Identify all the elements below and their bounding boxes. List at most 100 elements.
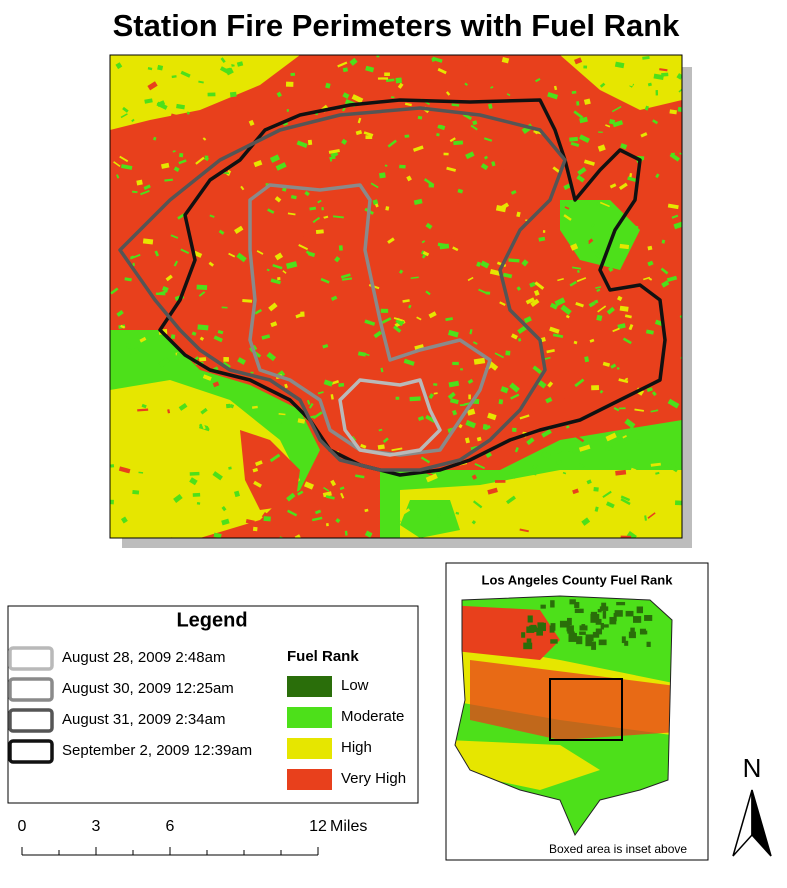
fuel-speckle [423,178,435,187]
fuel-speckle [115,174,120,179]
fuel-speckle [120,113,128,119]
fuel-speckle [307,139,313,146]
fuel-speckle [111,411,123,418]
fuel-speckle [225,61,235,65]
fuel-speckle [298,244,309,251]
fuel-speckle [500,386,509,394]
fuel-speckle [228,252,236,258]
fuel-patch [240,430,300,510]
fuel-speckle [274,196,282,203]
fuel-speckle [443,152,449,156]
fuel-speckle [449,398,459,405]
north-arrow-right [751,789,772,857]
fuel-speckle [164,178,173,182]
fuel-speckle [570,243,579,251]
perimeter-label: September 2, 2009 12:39am [62,742,252,759]
inset-speckle [550,623,556,631]
fuel-speckle [250,371,254,374]
inset-speckle [579,625,588,631]
fuel-speckle [270,278,282,285]
fuel-speckle [131,118,135,123]
perimeter-swatch [8,646,54,671]
inset-speckle [567,625,574,634]
fuel-speckle [482,423,488,430]
fuel-speckle [390,96,395,99]
fuel-speckle [468,394,471,400]
fuel-speckle [495,205,507,213]
fuel-speckle [384,164,388,167]
fuel-speckle [584,356,590,363]
fuel-speckle [647,82,652,87]
fuel-speckle [172,150,176,153]
fuel-speckle [433,383,438,386]
fuel-speckle [567,451,575,457]
fuel-speckle [596,288,601,293]
fuel-speckle [618,378,629,384]
fuel-speckle [286,492,296,502]
fuel-speckle [208,464,219,470]
fuel-speckle [287,212,296,216]
fuel-speckle [208,489,214,496]
fuel-speckle [236,61,244,67]
fuel-speckle [494,479,506,483]
fuel-speckle [618,182,628,191]
fuel-speckle [110,458,115,464]
fuel-speckle [285,81,294,87]
fuel-speckle [595,286,602,289]
fuel-speckle [583,159,595,166]
fuel-speckle [137,473,145,478]
fuel-speckle [142,238,154,245]
fuel-speckle [173,166,180,172]
fuel-speckle [330,150,339,159]
fuel-speckle [384,72,390,76]
fuel-speckle [473,357,486,365]
fuel-speckle [409,396,421,402]
fuel-speckle [242,299,253,303]
fuel-speckle [374,203,379,208]
scale-unit: Miles [330,818,367,835]
fuel-speckle [312,411,323,420]
inset-speckle [574,608,584,614]
fuel-speckle [565,314,570,319]
inset-speckle [590,613,600,623]
fuel-speckle [196,284,208,291]
fuel-speckle [202,137,207,141]
fuel-speckle [226,106,239,116]
fuel-speckle [323,486,330,492]
inset-speckle [537,622,544,630]
fuel-speckle [334,256,341,263]
fuel-speckle [483,137,493,142]
fuel-speckle [647,245,653,251]
fuel-speckle [581,517,591,526]
fuel-speckle [459,404,466,407]
fuel-speckle [395,396,400,400]
fuel-speckle [285,261,298,269]
fuel-speckle [204,156,209,162]
fuel-speckle [330,295,338,302]
fuel-speckle [529,281,536,288]
fuel-speckle [616,367,620,370]
fuel-speckle [151,428,163,436]
fuel-speckle [248,119,255,127]
legend-box [7,605,419,804]
fuel-speckle [537,380,547,389]
fuel-speckle [261,334,271,340]
fuel-speckle [275,63,279,70]
fuel-speckle [404,134,410,138]
fuel-speckle [525,297,535,305]
fuel-speckle [178,159,187,165]
fuel-speckle [237,357,246,365]
fuel-speckle [118,466,131,474]
fuel-speckle [434,479,439,483]
fuel-speckle [630,467,637,474]
fuel-speckle [337,61,348,68]
fuel-speckle [535,77,541,83]
fuel-speckle [223,171,230,175]
fuel-speckle [363,131,374,137]
fuel-speckle [583,65,588,69]
fuel-speckle [651,391,657,397]
fuel-speckle [612,120,624,128]
fuel-speckle [140,189,150,196]
fuel-patch [400,500,460,538]
fuel-speckle [340,492,345,499]
